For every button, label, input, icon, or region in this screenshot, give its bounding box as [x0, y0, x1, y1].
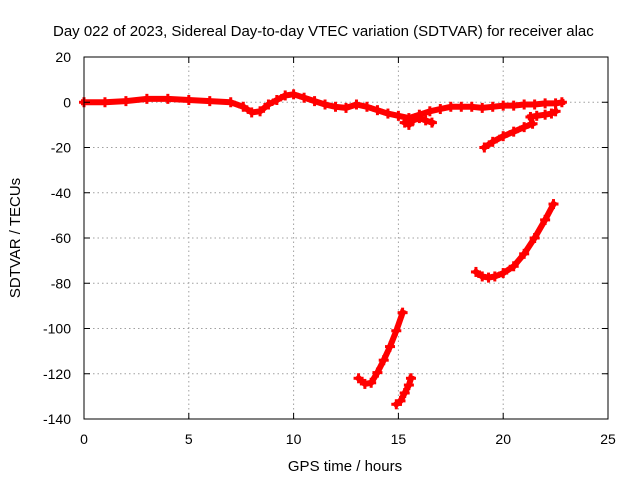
data-point — [246, 107, 257, 118]
data-point — [397, 307, 408, 318]
data-point — [487, 101, 498, 112]
data-point — [548, 199, 559, 210]
y-tick-label: -40 — [51, 185, 71, 201]
data-point — [399, 387, 410, 398]
data-series — [79, 89, 567, 410]
y-tick-label: -20 — [51, 140, 71, 156]
data-point — [141, 93, 152, 104]
data-point — [531, 110, 542, 121]
data-point — [366, 377, 377, 388]
data-point — [280, 90, 291, 101]
data-point — [426, 117, 437, 128]
x-tick-label: 0 — [80, 431, 88, 447]
y-tick-label: -60 — [51, 230, 71, 246]
data-point — [529, 233, 540, 243]
data-point — [414, 113, 425, 124]
data-point — [489, 271, 500, 282]
data-point — [99, 97, 110, 108]
axis-ticks: 0 5 10 15 20 25 -140 -120 -100 -80 -60 -40 -20 0 20 — [43, 49, 616, 447]
data-point — [263, 99, 274, 110]
data-point — [393, 110, 404, 121]
data-point — [477, 102, 488, 113]
y-tick-label: -80 — [51, 275, 71, 291]
data-point — [519, 248, 530, 259]
y-tick-label: 0 — [63, 94, 71, 110]
data-point — [527, 118, 538, 129]
data-point — [120, 96, 131, 107]
data-point — [519, 99, 530, 110]
data-point — [540, 98, 551, 109]
grid-lines — [84, 57, 608, 419]
data-point — [456, 101, 467, 112]
data-point — [162, 93, 173, 104]
data-point — [288, 89, 299, 100]
data-point — [204, 96, 215, 107]
data-point — [225, 97, 236, 108]
y-tick-label: -140 — [43, 411, 71, 427]
data-point — [341, 102, 351, 113]
data-point — [330, 101, 341, 112]
data-point — [391, 325, 402, 336]
x-tick-label: 20 — [495, 431, 511, 447]
data-point — [508, 261, 519, 272]
data-point — [271, 94, 282, 105]
data-point — [519, 122, 530, 133]
data-point — [408, 115, 419, 126]
data-point — [372, 105, 383, 116]
data-point — [445, 101, 456, 112]
data-point — [320, 99, 331, 110]
data-point — [395, 395, 406, 406]
x-tick-label: 25 — [600, 431, 616, 447]
data-point — [299, 92, 310, 103]
data-point — [529, 99, 540, 110]
data-point — [372, 367, 383, 378]
data-point — [353, 373, 364, 384]
data-point — [540, 214, 551, 225]
y-tick-label: -100 — [43, 321, 71, 337]
x-tick-label: 5 — [185, 431, 193, 447]
x-tick-label: 15 — [391, 431, 407, 447]
data-point — [405, 373, 416, 384]
data-point — [361, 101, 372, 112]
y-tick-label: -120 — [43, 366, 71, 382]
data-point — [403, 380, 414, 391]
data-point — [498, 131, 509, 142]
x-tick-label: 10 — [286, 431, 302, 447]
data-point — [435, 104, 446, 115]
data-point — [466, 101, 477, 112]
data-point — [424, 106, 435, 117]
data-point — [508, 126, 519, 137]
data-point — [309, 96, 320, 107]
data-point — [470, 266, 481, 277]
chart-title: Day 022 of 2023, Sidereal Day-to-day VTE… — [53, 23, 594, 40]
data-point — [420, 115, 431, 126]
data-point — [255, 106, 266, 117]
data-point — [508, 100, 519, 111]
y-tick-label: 20 — [55, 49, 71, 65]
data-point — [487, 136, 498, 147]
data-point — [238, 101, 249, 112]
data-point — [550, 106, 561, 117]
data-point — [479, 142, 490, 153]
data-point — [498, 268, 509, 279]
data-point — [351, 99, 362, 110]
data-point — [382, 108, 393, 119]
x-axis-label: GPS time / hours — [288, 458, 402, 475]
data-point — [385, 341, 396, 352]
data-point — [498, 100, 509, 111]
data-point — [183, 94, 194, 105]
data-point — [556, 97, 567, 108]
data-point — [378, 355, 389, 366]
y-axis-label: SDTVAR / TECUs — [7, 178, 24, 298]
